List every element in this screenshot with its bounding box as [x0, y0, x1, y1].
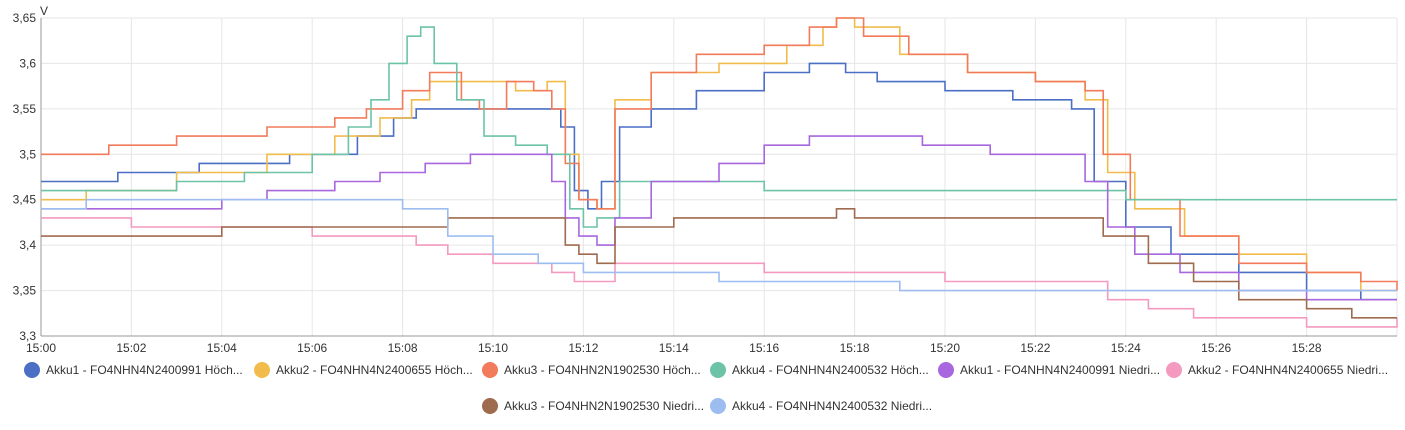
x-tick-label: 15:10 — [478, 341, 508, 355]
legend-color-swatch — [710, 398, 726, 414]
x-tick-label: 15:12 — [568, 341, 598, 355]
y-tick-label: 3,6 — [19, 56, 36, 70]
legend-item-8[interactable]: Akku4 - FO4NHN4N2400532 Niedri... — [710, 398, 932, 414]
y-tick-label: 3,65 — [13, 11, 37, 25]
voltage-line-chart: V 3,33,353,43,453,53,553,63,65 15:00 15:0… — [13, 4, 1398, 355]
legend-item-3[interactable]: Akku3 - FO4NHN2N1902530 Höch... — [482, 362, 701, 378]
series-line-4 — [41, 26, 1397, 228]
y-tick-label: 3,3 — [19, 329, 36, 343]
legend-label: Akku4 - FO4NHN4N2400532 Niedri... — [732, 399, 933, 413]
legend-item-4[interactable]: Akku4 - FO4NHN4N2400532 Höch... — [710, 362, 929, 378]
x-tick-label: 15:04 — [207, 341, 237, 355]
legend-label: Akku1 - FO4NHN4N2400991 Niedri... — [960, 363, 1161, 377]
x-tick-label: 15:18 — [840, 341, 870, 355]
x-tick-label: 15:28 — [1292, 341, 1322, 355]
legend-color-swatch — [254, 362, 270, 378]
x-axis-ticks: 15:00 15:02 15:04 15:06 15:08 15:10 15:12 15:14… — [26, 341, 1322, 355]
x-tick-label: 15:14 — [659, 341, 689, 355]
legend-item-1[interactable]: Akku1 - FO4NHN4N2400991 Höch... — [24, 362, 243, 378]
x-tick-label: 15:20 — [930, 341, 960, 355]
series-lines — [41, 17, 1398, 328]
x-tick-label: 15:08 — [388, 341, 418, 355]
y-axis-unit: V — [40, 4, 48, 18]
legend-label: Akku3 - FO4NHN2N1902530 Niedri... — [504, 399, 705, 413]
x-tick-label: 15:02 — [116, 341, 146, 355]
legend-label: Akku2 - FO4NHN4N2400655 Niedri... — [1188, 363, 1389, 377]
legend-item-7[interactable]: Akku3 - FO4NHN2N1902530 Niedri... — [482, 398, 704, 414]
legend-color-swatch — [24, 362, 40, 378]
x-tick-label: 15:22 — [1020, 341, 1050, 355]
y-tick-label: 3,45 — [13, 193, 37, 207]
chart-axes: V — [40, 4, 48, 18]
y-tick-label: 3,4 — [19, 238, 36, 252]
legend-label: Akku2 - FO4NHN4N2400655 Höch... — [276, 363, 473, 377]
legend-color-swatch — [710, 362, 726, 378]
x-tick-label: 15:16 — [749, 341, 779, 355]
legend-label: Akku4 - FO4NHN4N2400532 Höch... — [732, 363, 929, 377]
series-line-2 — [41, 17, 1397, 292]
legend-item-6[interactable]: Akku2 - FO4NHN4N2400655 Niedri... — [1166, 362, 1388, 378]
y-tick-label: 3,55 — [13, 102, 37, 116]
y-tick-label: 3,5 — [19, 147, 36, 161]
legend-color-swatch — [1166, 362, 1182, 378]
x-tick-label: 15:26 — [1201, 341, 1231, 355]
legend-color-swatch — [482, 362, 498, 378]
legend-item-5[interactable]: Akku1 - FO4NHN4N2400991 Niedri... — [938, 362, 1160, 378]
series-line-3 — [41, 17, 1398, 291]
legend-item-2[interactable]: Akku2 - FO4NHN4N2400655 Höch... — [254, 362, 473, 378]
series-line-1 — [41, 62, 1397, 301]
legend-label: Akku1 - FO4NHN4N2400991 Höch... — [46, 363, 243, 377]
y-axis-ticks: 3,3 3,35 3,4 3,45 3,5 3,55 3,6 3,65 — [13, 11, 37, 343]
y-tick-label: 3,35 — [13, 284, 37, 298]
series-line-8 — [41, 198, 1397, 292]
x-tick-label: 15:00 — [26, 341, 56, 355]
x-tick-label: 15:24 — [1111, 341, 1141, 355]
legend-color-swatch — [482, 398, 498, 414]
legend-color-swatch — [938, 362, 954, 378]
legend-label: Akku3 - FO4NHN2N1902530 Höch... — [504, 363, 701, 377]
x-tick-label: 15:06 — [297, 341, 327, 355]
